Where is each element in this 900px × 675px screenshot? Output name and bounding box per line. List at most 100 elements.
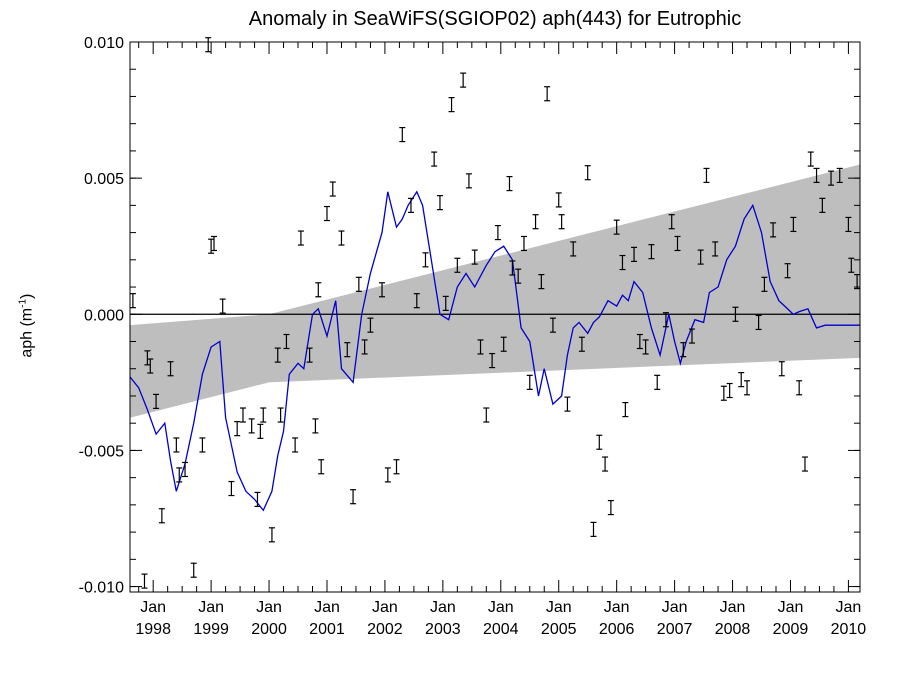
error-bar-point <box>596 434 603 450</box>
error-bar-point <box>477 339 484 355</box>
error-bar-point <box>306 347 313 363</box>
error-bar-point <box>422 252 429 268</box>
error-bar-point <box>199 437 206 453</box>
error-bar-point <box>228 480 235 497</box>
error-bar-point <box>205 37 212 53</box>
error-bar-point <box>509 260 516 276</box>
error-bar-point <box>361 339 368 355</box>
error-bar-point <box>173 437 180 453</box>
error-bar-point <box>176 467 183 483</box>
error-bar-point <box>219 298 226 314</box>
error-bar-point <box>564 396 571 412</box>
x-tick-label-year: 2006 <box>599 621 635 638</box>
error-bar-point <box>784 263 791 279</box>
chart-title: Anomaly in SeaWiFS(SGIOP02) aph(443) for… <box>248 8 742 30</box>
error-bar-point <box>141 573 148 589</box>
error-bar-point <box>248 418 255 434</box>
error-bar-point <box>590 521 597 537</box>
error-bar-point <box>538 274 545 290</box>
error-bar-point <box>393 459 400 475</box>
error-bar-point <box>726 382 733 399</box>
error-bar-point <box>801 456 808 472</box>
x-tick-label-month: Jan <box>778 599 804 616</box>
error-bar-point <box>845 216 852 233</box>
error-bar-point <box>167 361 174 377</box>
x-tick-label-month: Jan <box>604 599 630 616</box>
error-bar-point <box>613 219 620 235</box>
error-bar-point <box>506 175 513 192</box>
error-bar-point <box>662 312 669 328</box>
error-bar-point <box>494 224 501 241</box>
error-bar-point <box>182 461 189 478</box>
error-bar-point <box>129 293 136 309</box>
error-bar-point <box>315 282 322 298</box>
x-tick-label-month: Jan <box>198 599 224 616</box>
error-bar-point <box>413 293 420 309</box>
error-bar-point <box>674 235 681 252</box>
error-bar-point <box>515 268 522 284</box>
error-bar-point <box>697 249 704 265</box>
error-bar-point <box>532 214 539 230</box>
x-tick-label-year: 2009 <box>773 621 809 638</box>
error-bar-point <box>738 372 745 388</box>
error-bar-point <box>399 126 406 143</box>
error-bar-point <box>355 276 362 292</box>
x-tick-label-month: Jan <box>314 599 340 616</box>
x-tick-label-month: Jan <box>836 599 862 616</box>
error-bar-point <box>323 205 330 222</box>
error-bar-point <box>277 407 284 423</box>
y-tick-label: 0.005 <box>84 171 124 188</box>
error-bar-point <box>312 418 319 434</box>
error-bar-point <box>465 173 472 189</box>
error-bar-point <box>448 97 455 113</box>
error-bar-point <box>636 333 643 350</box>
error-bar-point <box>668 214 675 230</box>
error-bar-point <box>239 407 246 423</box>
error-bar-point <box>828 170 835 186</box>
confidence-band-layer <box>130 164 860 418</box>
error-bar-point <box>460 72 467 88</box>
error-bar-point <box>431 151 438 167</box>
error-bar-point <box>642 339 649 355</box>
error-bar-point <box>790 216 797 233</box>
x-tick-label-year: 2005 <box>541 621 577 638</box>
error-bar-point <box>268 527 275 543</box>
error-bar-point <box>648 244 655 260</box>
error-bar-point <box>292 437 299 453</box>
error-bar-point <box>367 317 374 333</box>
error-bar-point <box>770 222 777 238</box>
y-tick-label: -0.010 <box>79 580 124 597</box>
error-bar-point <box>807 151 814 167</box>
error-bar-point <box>712 241 719 257</box>
error-bar-point <box>854 274 861 290</box>
error-bar-point <box>680 342 687 358</box>
x-tick-label-month: Jan <box>372 599 398 616</box>
error-bar-point <box>318 459 325 475</box>
error-bar-point <box>442 295 449 311</box>
y-tick-label: -0.005 <box>79 443 124 460</box>
error-bar-point <box>144 350 151 366</box>
x-tick-label-year: 2008 <box>715 621 751 638</box>
x-tick-label-year: 2001 <box>309 621 345 638</box>
error-bar-point <box>454 257 461 273</box>
error-bar-point <box>796 380 803 396</box>
x-tick-label-year: 1998 <box>135 621 171 638</box>
x-tick-label-year: 2010 <box>831 621 867 638</box>
error-bar-point <box>500 336 507 352</box>
x-tick-label-year: 2000 <box>251 621 287 638</box>
error-bar-point <box>819 197 826 213</box>
error-bar-point <box>260 407 267 423</box>
error-bar-point <box>211 235 218 252</box>
error-bar-point <box>778 361 785 377</box>
error-bar-point <box>297 230 304 246</box>
error-bar-point <box>471 249 478 265</box>
x-tick-label-month: Jan <box>662 599 688 616</box>
error-bar-point <box>688 328 695 344</box>
error-bar-point <box>654 374 661 390</box>
error-bar-point <box>703 167 710 184</box>
error-bar-point <box>631 246 638 262</box>
error-bar-point <box>208 238 215 254</box>
error-bar-point <box>153 393 160 410</box>
x-tick-label-month: Jan <box>720 599 746 616</box>
